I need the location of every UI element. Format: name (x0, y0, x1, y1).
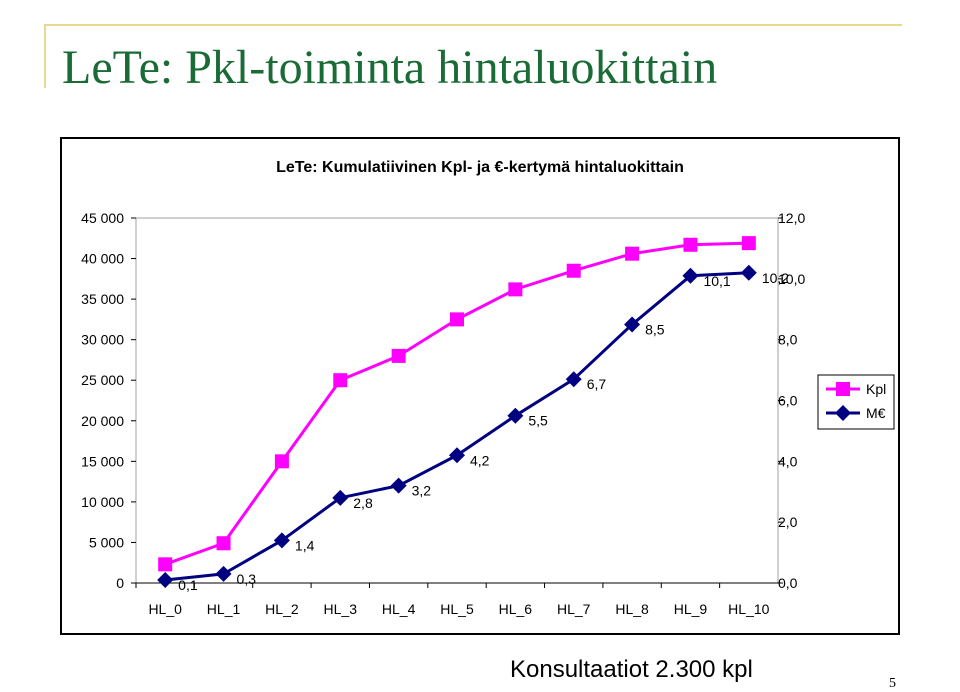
x-axis-tick-label: HL_9 (674, 601, 708, 617)
data-label: 2,8 (353, 495, 373, 511)
data-point (333, 373, 348, 388)
slide-title: LeTe: Pkl-toiminta hintaluokittain (62, 41, 718, 94)
series-layer: 0,1 0,3 1,4 2,8 3,2 4,2 5,5 6,7 8,5 10,1 10,2 (157, 236, 789, 593)
data-point (390, 477, 407, 494)
data-label: 3,2 (412, 483, 432, 499)
chart-title: LeTe: Kumulatiivinen Kpl- ja €-kertymä h… (276, 159, 684, 176)
series-line (164, 241, 749, 566)
left-axis-tick-label: 5 000 (89, 534, 124, 550)
footer-note: Konsultaatiot 2.300 kpl (510, 656, 753, 683)
data-point (566, 263, 581, 278)
legend: Kpl M€ (817, 374, 895, 430)
right-axis-tick-label: 8,0 (778, 332, 798, 348)
axes: 0 5 000 10 000 15 000 20 000 25 000 30 000 35 0… (81, 210, 805, 617)
right-axis-tick-label: 4,0 (778, 453, 798, 469)
data-point (682, 267, 699, 284)
x-axis-tick-label: HL_5 (440, 601, 474, 617)
right-axis-tick-label: 0,0 (778, 575, 798, 591)
legend-entry-label: Kpl (866, 381, 886, 397)
data-label: 10,1 (703, 273, 730, 289)
data-label: 5,5 (528, 413, 548, 429)
legend-swatch-marker (835, 405, 851, 421)
left-axis-tick-label: 40 000 (81, 251, 124, 267)
x-axis-tick-label: HL_1 (207, 601, 241, 617)
data-label: 4,2 (470, 452, 490, 468)
title-accent-horizontal (44, 24, 902, 26)
data-point (508, 282, 523, 297)
x-axis-tick-label: HL_10 (728, 601, 769, 617)
x-axis-tick-label: HL_8 (615, 601, 649, 617)
right-axis-tick-label: 2,0 (778, 514, 798, 530)
x-axis-tick-label: HL_3 (324, 601, 358, 617)
x-axis-tick-label: HL_7 (557, 601, 591, 617)
data-label: 6,7 (587, 376, 607, 392)
data-point (449, 447, 465, 464)
x-axis-tick-label: HL_0 (148, 601, 182, 617)
legend-swatch-marker (836, 382, 850, 396)
data-point (215, 565, 232, 582)
left-axis-tick-label: 30 000 (81, 332, 124, 348)
data-point (450, 312, 464, 327)
data-point (273, 532, 290, 549)
data-point (332, 489, 349, 506)
data-point (625, 246, 640, 261)
data-point (740, 264, 757, 281)
x-axis-tick-label: HL_6 (499, 601, 533, 617)
slide-number: 5 (889, 676, 896, 691)
left-axis-tick-label: 45 000 (81, 210, 124, 226)
series-0 (158, 236, 756, 572)
data-point (683, 237, 698, 252)
data-label: 0,1 (178, 577, 198, 593)
data-point (507, 407, 524, 424)
data-point (274, 454, 289, 469)
left-axis-tick-label: 15 000 (81, 453, 124, 469)
data-label: 1,4 (295, 537, 315, 553)
data-point (741, 236, 756, 251)
right-axis-tick-label: 12,0 (778, 210, 805, 226)
legend-entry-label: M€ (866, 405, 886, 421)
x-axis-tick-label: HL_4 (382, 601, 416, 617)
data-label: 0,3 (237, 571, 257, 587)
right-axis-tick-label: 6,0 (778, 393, 798, 409)
data-label: 10,2 (762, 270, 789, 286)
series-1: 0,1 0,3 1,4 2,8 3,2 4,2 5,5 6,7 8,5 10,1 10,2 (157, 264, 789, 593)
left-axis-tick-label: 0 (116, 575, 124, 591)
left-axis-tick-label: 25 000 (81, 372, 124, 388)
data-label: 8,5 (645, 321, 665, 337)
left-axis-tick-label: 35 000 (81, 291, 124, 307)
data-point (158, 557, 173, 572)
data-point (565, 371, 582, 388)
title-accent-vertical (44, 24, 46, 88)
x-axis-tick-label: HL_2 (265, 601, 299, 617)
data-point (624, 316, 641, 333)
left-axis-tick-label: 10 000 (81, 494, 124, 510)
data-point (216, 536, 231, 551)
legend-box (817, 374, 895, 430)
data-point (391, 348, 406, 363)
right-axis-tick-label: 10,0 (778, 271, 805, 287)
left-axis-tick-label: 20 000 (81, 413, 124, 429)
data-point (157, 571, 174, 588)
